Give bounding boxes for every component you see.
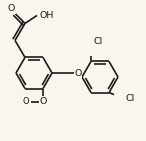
Text: O: O: [39, 97, 47, 106]
Text: O: O: [22, 97, 29, 106]
Text: OH: OH: [39, 11, 53, 20]
Text: O: O: [74, 69, 82, 78]
Text: O: O: [8, 4, 15, 13]
Text: Cl: Cl: [125, 94, 134, 103]
Text: Cl: Cl: [94, 37, 103, 46]
